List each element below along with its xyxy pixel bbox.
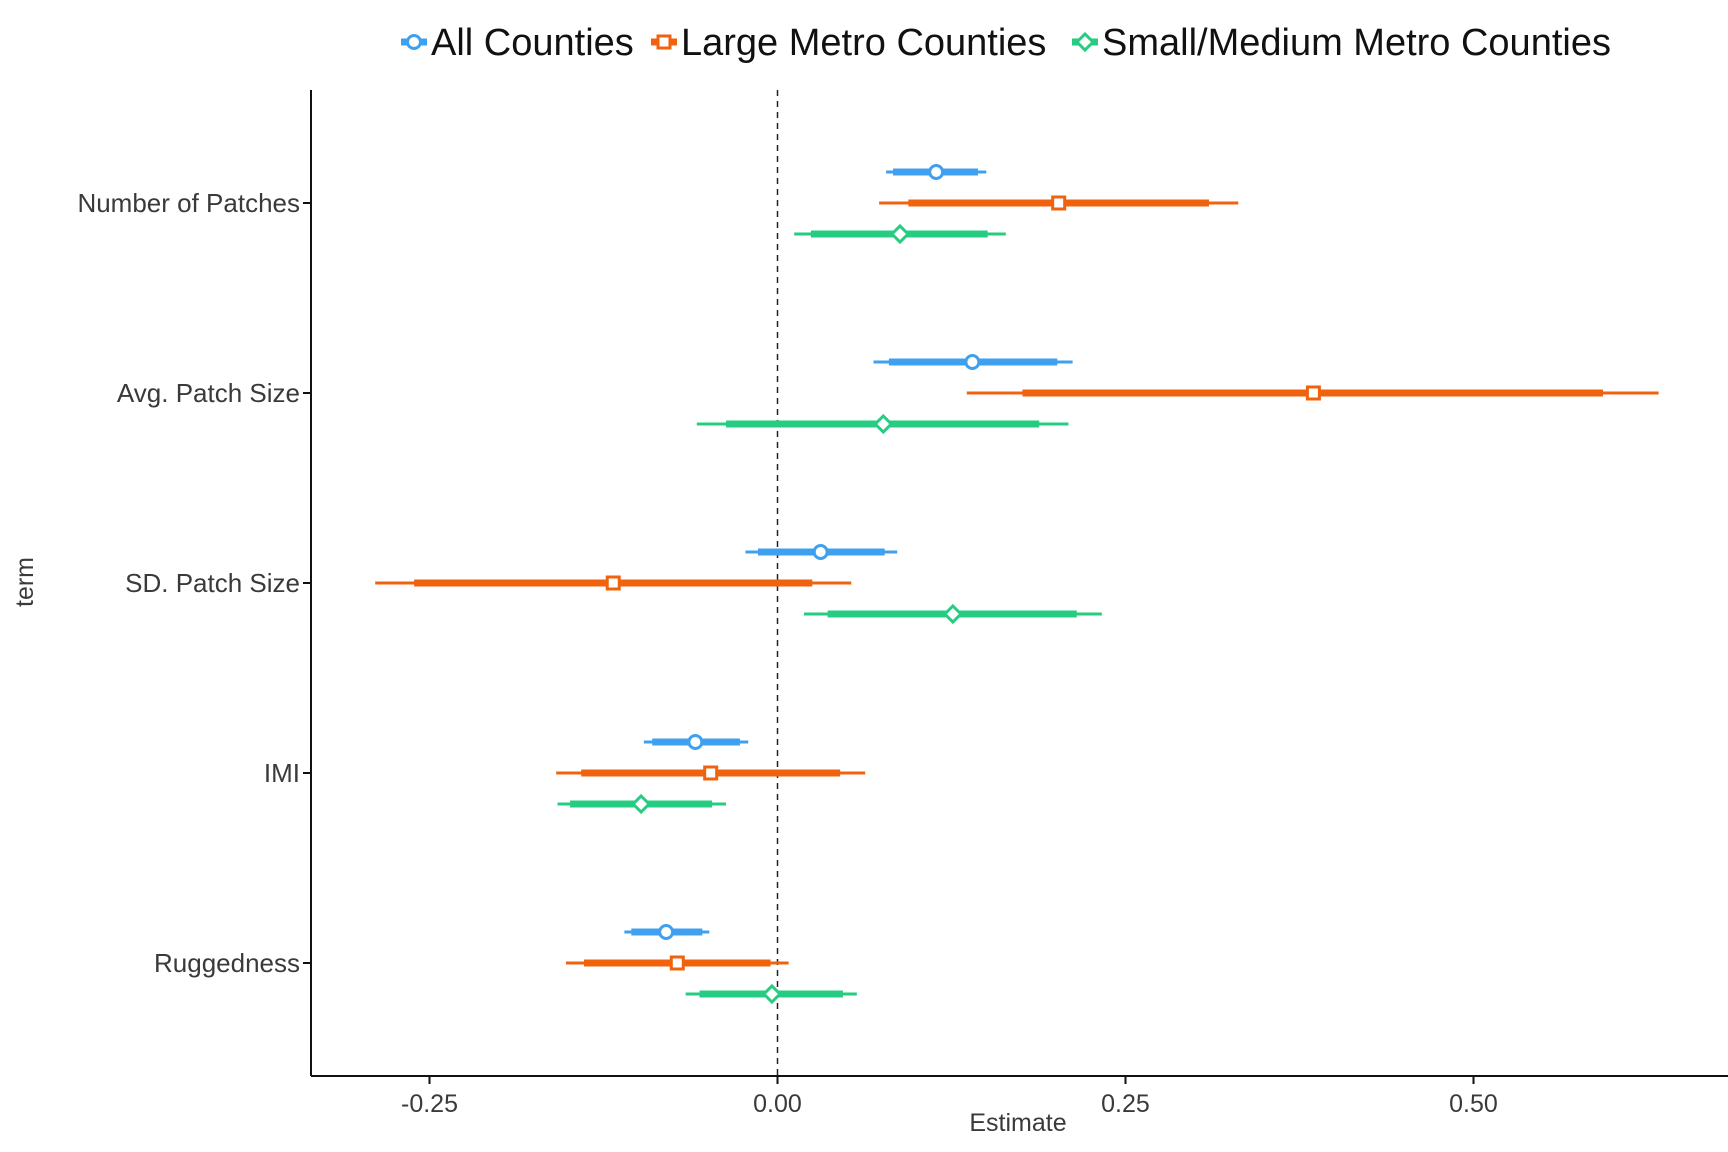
legend: All Counties Large Metro Counties Small/Me… (401, 22, 1611, 64)
x-axis-label: Estimate (969, 1109, 1066, 1137)
legend-large-metro-counties-marker (656, 34, 672, 50)
small-medium-metro-counties-number-of-patches-marker (889, 223, 911, 245)
legend-label: Large Metro Counties (681, 22, 1046, 64)
all-counties-ruggedness-marker (658, 924, 675, 940)
large-metro-counties-sd-patch-size-marker (605, 575, 621, 591)
x-tick-label: 0.00 (753, 1090, 802, 1118)
all-counties-avg-patch-size-marker (964, 354, 981, 370)
large-metro-counties-number-of-patches-marker (1051, 195, 1067, 211)
series-small-medium-metro-counties (557, 223, 1102, 1005)
small-medium-metro-counties-imi-marker (630, 793, 652, 815)
y-tick-label-imi: IMI (264, 758, 300, 788)
y-tick-label-sd-patch-size: SD. Patch Size (125, 568, 300, 598)
large-metro-counties-imi-marker (703, 765, 719, 781)
legend-label: Small/Medium Metro Counties (1102, 22, 1611, 64)
small-medium-metro-counties-ruggedness-marker (761, 983, 783, 1005)
legend-item-all-counties: All Counties (401, 22, 634, 64)
all-counties-sd-patch-size-marker (812, 544, 829, 560)
legend-item-large-metro-counties: Large Metro Counties (651, 22, 1046, 64)
x-tick-label: 0.25 (1101, 1090, 1150, 1118)
estimates-layer (375, 164, 1659, 1005)
legend-label: All Counties (431, 22, 634, 64)
axes: -0.25 0.00 0.25 0.50 Number of Patches Avg. P… (77, 90, 1728, 1118)
all-counties-number-of-patches-marker (928, 164, 945, 180)
legend-all-counties-marker (406, 34, 422, 50)
y-axis-label: term (11, 557, 39, 607)
small-medium-metro-counties-avg-patch-size-marker (873, 413, 894, 435)
series-all-counties (624, 164, 1073, 940)
legend-small-medium-metro-counties-marker (1074, 31, 1096, 53)
y-tick-label-number-of-patches: Number of Patches (77, 188, 300, 218)
y-tick-label-avg-patch-size: Avg. Patch Size (117, 378, 300, 408)
legend-item-small-medium-metro-counties: Small/Medium Metro Counties (1072, 22, 1611, 64)
all-counties-imi-marker (687, 734, 704, 750)
x-tick-label: 0.50 (1449, 1090, 1498, 1118)
large-metro-counties-avg-patch-size-marker (1305, 385, 1321, 401)
x-tick-label: -0.25 (401, 1090, 458, 1118)
series-large-metro-counties (375, 195, 1659, 971)
y-tick-label-ruggedness: Ruggedness (154, 948, 300, 978)
small-medium-metro-counties-sd-patch-size-marker (942, 603, 964, 625)
large-metro-counties-ruggedness-marker (669, 955, 685, 971)
